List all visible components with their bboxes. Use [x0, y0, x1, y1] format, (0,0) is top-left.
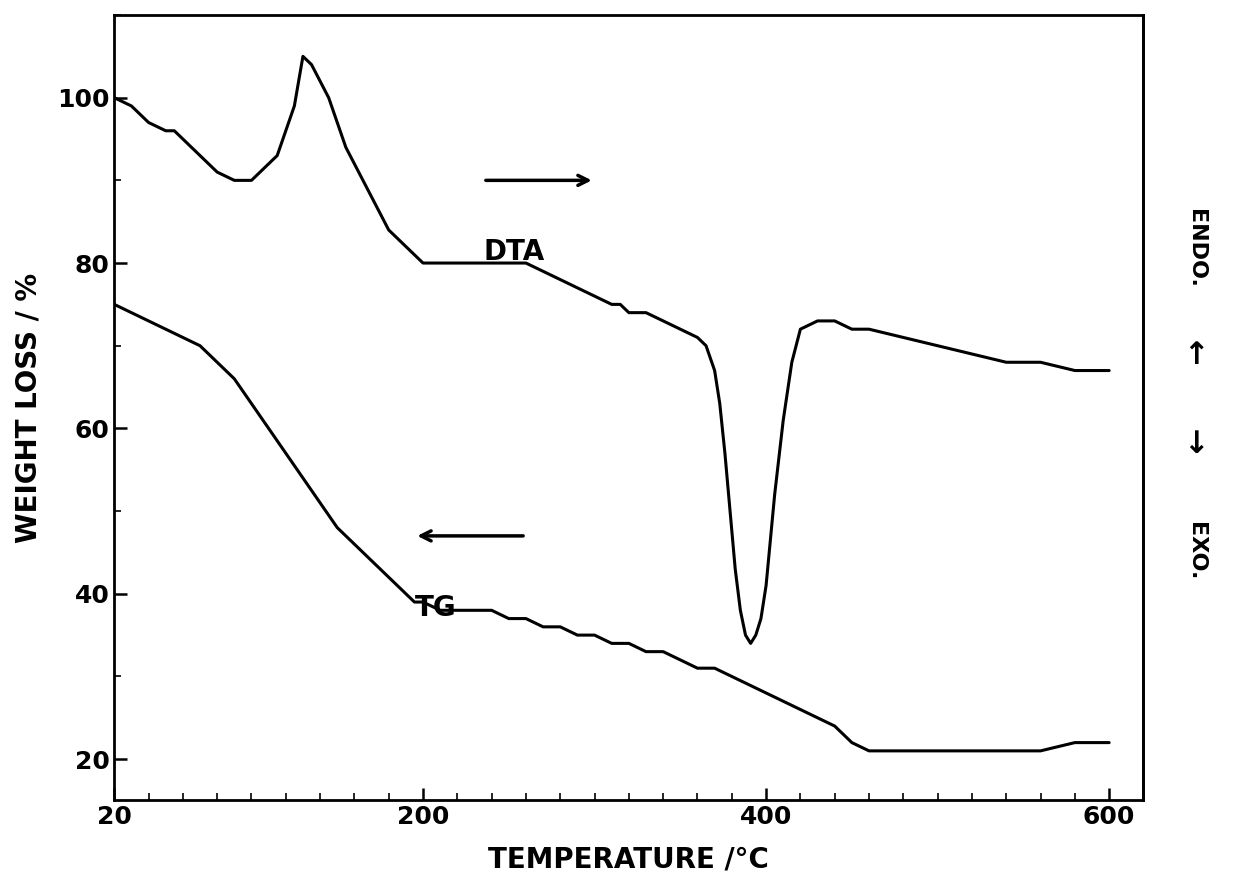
X-axis label: TEMPERATURE /°C: TEMPERATURE /°C: [488, 846, 769, 874]
Text: ENDO.: ENDO.: [1186, 210, 1206, 288]
Text: ↓: ↓: [1183, 430, 1208, 459]
Text: ↑: ↑: [1183, 341, 1208, 370]
Text: DTA: DTA: [483, 238, 544, 266]
Text: EXO.: EXO.: [1186, 522, 1206, 581]
Y-axis label: WEIGHT LOSS / %: WEIGHT LOSS / %: [15, 273, 43, 543]
Text: TG: TG: [414, 594, 456, 621]
